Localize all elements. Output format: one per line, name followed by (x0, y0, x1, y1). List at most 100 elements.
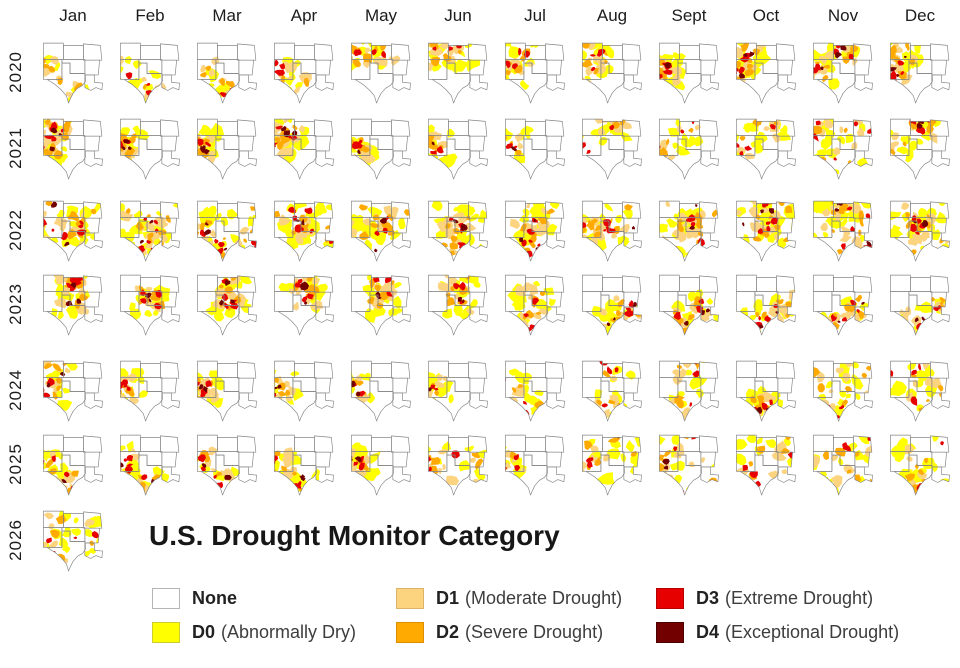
drought-map-2021-jul (498, 112, 572, 184)
drought-map-svg (351, 200, 411, 262)
drought-map-svg (428, 274, 488, 336)
drought-map-svg (274, 42, 334, 104)
drought-map-2023-jul (498, 268, 572, 340)
drought-map-svg (428, 360, 488, 422)
figure-title: U.S. Drought Monitor Category (149, 520, 560, 551)
drought-map-svg (813, 200, 873, 262)
drought-map-svg (197, 200, 257, 262)
drought-map-svg (659, 360, 719, 422)
drought-map-2020-oct (729, 36, 803, 108)
legend-description-label: (Moderate Drought) (465, 587, 623, 608)
drought-map-2024-apr (267, 354, 341, 426)
drought-map-svg (351, 274, 411, 336)
drought-map-svg (582, 434, 642, 496)
drought-map-2022-feb (113, 194, 187, 266)
month-header-aug: Aug (596, 6, 628, 25)
drought-map-2023-jun (421, 268, 495, 340)
drought-map-2024-sept (652, 354, 726, 426)
drought-map-svg (428, 434, 488, 496)
drought-map-svg (43, 200, 103, 262)
drought-map-svg (43, 118, 103, 180)
year-label-text: 2020 (6, 51, 25, 93)
drought-map-2023-feb (113, 268, 187, 340)
year-label-2024: 2024 (2, 354, 30, 426)
month-header-jul: Jul (524, 6, 546, 25)
drought-map-svg (120, 42, 180, 104)
drought-map-2024-jul (498, 354, 572, 426)
legend-swatch-d2 (396, 621, 424, 643)
drought-map-svg (197, 118, 257, 180)
drought-map-svg (736, 434, 796, 496)
legend-code-label: D1 (436, 587, 460, 608)
drought-map-2020-jun (421, 36, 495, 108)
drought-map-svg (890, 200, 950, 262)
drought-map-2020-nov (806, 36, 880, 108)
drought-map-svg (890, 434, 950, 496)
drought-map-svg (120, 434, 180, 496)
drought-map-2025-jan (36, 428, 110, 500)
drought-map-2022-jul (498, 194, 572, 266)
drought-map-2021-oct (729, 112, 803, 184)
drought-map-2023-oct (729, 268, 803, 340)
drought-map-2022-nov (806, 194, 880, 266)
drought-map-2023-apr (267, 268, 341, 340)
drought-map-svg (505, 274, 565, 336)
month-header-nov: Nov (827, 6, 859, 25)
drought-map-2021-may (344, 112, 418, 184)
drought-map-2025-feb (113, 428, 187, 500)
drought-map-2021-aug (575, 112, 649, 184)
drought-map-svg (351, 360, 411, 422)
drought-map-svg (813, 360, 873, 422)
drought-map-2025-apr (267, 428, 341, 500)
drought-map-svg (582, 274, 642, 336)
year-label-2025: 2025 (2, 428, 30, 500)
year-label-2021: 2021 (2, 112, 30, 184)
drought-map-2022-aug (575, 194, 649, 266)
drought-category-legend: None D0 (Abnormally Dry) D1 (Moderate Drough… (0, 586, 960, 661)
drought-map-svg (890, 118, 950, 180)
drought-map-2023-nov (806, 268, 880, 340)
drought-map-2023-mar (190, 268, 264, 340)
drought-map-svg (659, 42, 719, 104)
drought-map-2025-jun (421, 428, 495, 500)
drought-map-svg (813, 118, 873, 180)
legend-swatch-none (152, 587, 180, 609)
drought-map-2021-mar (190, 112, 264, 184)
drought-map-2022-apr (267, 194, 341, 266)
drought-map-svg (813, 434, 873, 496)
year-label-text: 2025 (6, 443, 25, 485)
legend-code-label: D2 (436, 621, 460, 642)
month-header-apr: Apr (290, 6, 318, 25)
legend-item-d0: D0 (Abnormally Dry) (152, 620, 356, 644)
drought-map-2025-mar (190, 428, 264, 500)
drought-map-2025-nov (806, 428, 880, 500)
drought-map-svg (505, 118, 565, 180)
year-label-text: 2021 (6, 127, 25, 169)
legend-description-label: (Exceptional Drought) (725, 621, 900, 642)
legend-swatch-d1 (396, 587, 424, 609)
drought-map-svg (505, 434, 565, 496)
legend-item-d1: D1 (Moderate Drought) (396, 586, 622, 610)
legend-column-2: D3 (Extreme Drought) D4 (Exceptional Drough… (656, 586, 899, 654)
drought-map-2020-feb (113, 36, 187, 108)
drought-map-2025-sept (652, 428, 726, 500)
drought-map-svg (120, 274, 180, 336)
drought-map-svg (582, 42, 642, 104)
drought-map-2025-jul (498, 428, 572, 500)
drought-map-svg (813, 274, 873, 336)
legend-swatch-d3 (656, 587, 684, 609)
drought-map-svg (582, 360, 642, 422)
month-header-sept: Sept (671, 6, 707, 25)
drought-map-svg (736, 200, 796, 262)
drought-map-2025-oct (729, 428, 803, 500)
drought-map-2024-mar (190, 354, 264, 426)
month-header-oct: Oct (752, 6, 780, 25)
legend-description-label: (Abnormally Dry) (221, 621, 357, 642)
month-header-mar: Mar (212, 6, 242, 25)
legend-description-label: (Severe Drought) (465, 621, 604, 642)
drought-map-2020-sept (652, 36, 726, 108)
drought-map-2022-mar (190, 194, 264, 266)
drought-map-2023-jan (36, 268, 110, 340)
drought-map-svg (274, 118, 334, 180)
legend-column-0: None D0 (Abnormally Dry) (152, 586, 356, 654)
